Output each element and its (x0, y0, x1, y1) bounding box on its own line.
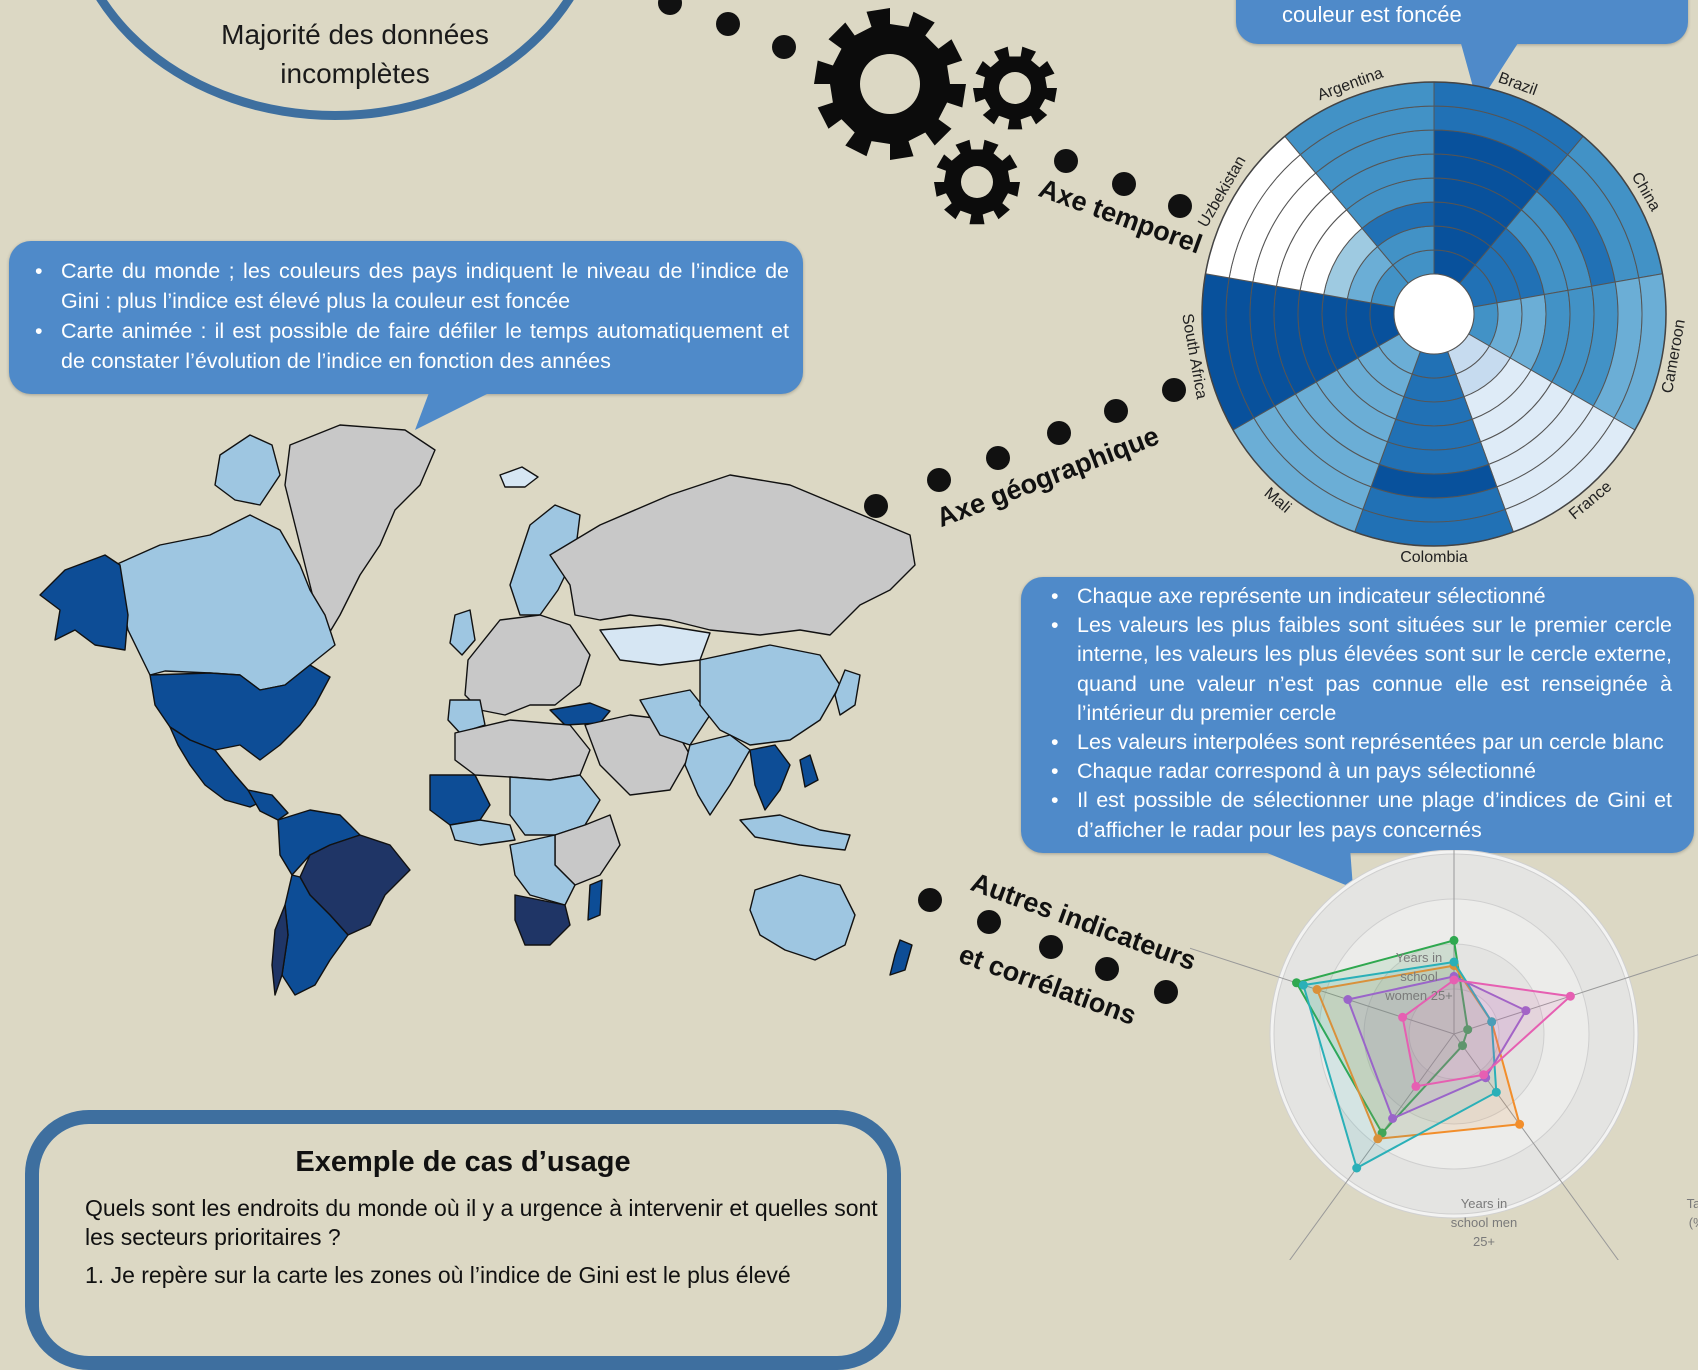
map-japan (834, 669, 861, 716)
map-kazakhstan (599, 624, 711, 666)
radar-bubble-tail (1255, 848, 1353, 888)
radar-series-point (1458, 1041, 1467, 1051)
dot-trail-geographic (864, 378, 1186, 518)
radial-heat-chart: BrazilChinaCameroonFranceColombiaMaliSou… (1178, 65, 1689, 567)
radar-series-point (1463, 1025, 1473, 1035)
map-indonesia (739, 814, 851, 851)
radar-description-bubble: Chaque axe représente un indicateur séle… (1021, 577, 1694, 853)
radar-series-point (1487, 1017, 1497, 1027)
dot-trail-temporal (1054, 149, 1192, 218)
radar-series-point (1398, 1012, 1408, 1022)
map-europe (464, 614, 591, 716)
map-alaska (39, 554, 129, 651)
radar-series-point (1449, 935, 1459, 945)
radar-series-point (1491, 1087, 1501, 1097)
radar-bubble-item: Il est possible de sélectionner une plag… (1037, 786, 1672, 844)
radar-axis-label: Tax revenue(% of GDP) (1687, 1196, 1698, 1230)
radar-series-point (1312, 985, 1322, 994)
dot-trail-top (658, 0, 796, 59)
map-iceland (499, 466, 539, 488)
world-map (39, 424, 916, 996)
map-arctic-islands (214, 434, 281, 506)
map-russia (549, 474, 916, 636)
radial-outer-ring (1201, 81, 1667, 547)
map-madagascar (587, 879, 603, 921)
radar-bubble-item: Les valeurs les plus faibles sont située… (1037, 611, 1672, 728)
radial-country-label: Colombia (1400, 549, 1468, 566)
map-bubble-tail (415, 390, 495, 430)
map-chile (271, 904, 289, 996)
radar-chart-series (1292, 935, 1575, 1173)
radar-chart: Male 65+labour topopulation(%)Tax revenu… (1190, 850, 1698, 1260)
radial-cell (1403, 373, 1465, 403)
radial-center-hole (1393, 273, 1475, 355)
map-uk (449, 609, 476, 656)
map-description-bubble: Carte du monde ; les couleurs des pays i… (9, 241, 803, 394)
gear-icon (814, 8, 1057, 225)
radar-series-point (1292, 978, 1301, 988)
map-north-africa (454, 719, 591, 781)
top-callout-text: couleur est foncée (1282, 2, 1462, 27)
gear-icon-small (934, 139, 1020, 225)
radar-series-point (1449, 957, 1459, 967)
map-central-america (247, 789, 289, 821)
map-sahel-west (429, 774, 491, 826)
top-circle-label: Majorité des données incomplètes (165, 15, 545, 93)
radar-series-point (1449, 975, 1459, 985)
use-case-question: Quels sont les endroits du monde où il y… (85, 1195, 878, 1250)
gear-icon-large (814, 8, 966, 160)
map-southern-africa (509, 834, 576, 906)
map-philippines (799, 754, 819, 788)
map-new-zealand (889, 939, 913, 976)
gear-icon-medium (973, 46, 1057, 130)
radar-series-point (1521, 1006, 1531, 1016)
radar-axis-label: Years in school men 25+ (1451, 1196, 1517, 1249)
map-west-africa (449, 819, 516, 846)
radar-bubble-item: Chaque axe représente un indicateur séle… (1037, 582, 1672, 611)
radar-bubble-item: Chaque radar correspond à un pays sélect… (1037, 757, 1672, 786)
map-china (699, 644, 841, 746)
radar-bubble-item: Les valeurs interpolées sont représentée… (1037, 728, 1672, 757)
map-india (684, 734, 751, 816)
radar-series-point (1298, 980, 1308, 990)
map-southeast-asia (749, 744, 791, 811)
map-bubble-item: Carte animée : il est possible de faire … (21, 316, 789, 376)
map-australia (749, 874, 856, 961)
radar-series-area (1401, 978, 1573, 1088)
use-case-title: Exemple de cas d’usage (295, 1146, 631, 1178)
radar-axis-line (1453, 954, 1698, 1035)
map-iran (639, 689, 711, 746)
map-canada (114, 514, 336, 691)
top-callout-bubble: couleur est foncée (1236, 0, 1688, 44)
radar-series-point (1565, 991, 1575, 1001)
radar-chart-axis-labels: Male 65+labour topopulation(%)Tax revenu… (1384, 950, 1698, 1249)
map-south-africa (514, 894, 571, 946)
radar-series-point (1373, 1134, 1383, 1144)
radar-series-point (1352, 1163, 1362, 1173)
radar-series-area (1346, 975, 1528, 1120)
top-circle-line1: Majorité des données (221, 19, 489, 50)
radar-axis-line (1289, 1033, 1455, 1260)
connector-layer (658, 0, 1192, 1004)
radar-series-point (1388, 1114, 1398, 1123)
use-case-panel: Exemple de cas d’usage Quels sont les en… (25, 1110, 901, 1370)
map-greenland (284, 424, 436, 636)
radar-series-area (1302, 960, 1498, 1170)
radar-axis-label: Years in school women 25+ (1384, 950, 1453, 1003)
top-circle-line2: incomplètes (280, 58, 430, 89)
map-turkey (549, 702, 611, 726)
radar-series-point (1515, 1119, 1525, 1129)
use-case-step: 1. Je repère sur la carte les zones où l… (85, 1262, 791, 1288)
dot-trail-other (918, 888, 1178, 1004)
radial-chart-cells (1201, 81, 1667, 547)
map-usa (149, 664, 331, 761)
map-bubble-item: Carte du monde ; les couleurs des pays i… (21, 256, 789, 316)
radar-series-point (1343, 995, 1353, 1004)
radar-series-point (1479, 1070, 1489, 1080)
radar-series-point (1411, 1081, 1421, 1091)
